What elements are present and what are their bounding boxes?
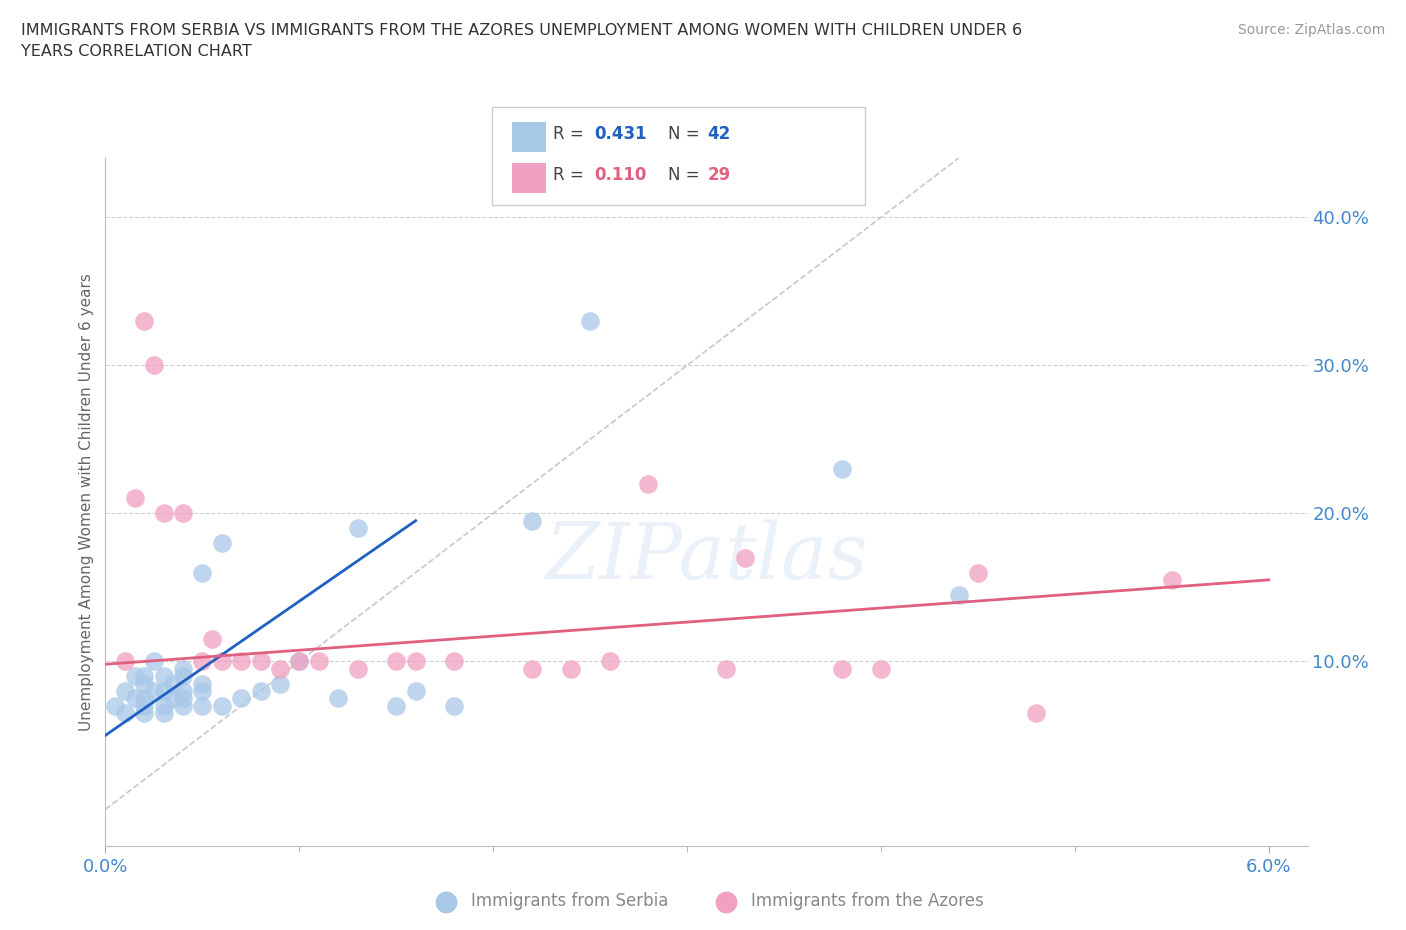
Y-axis label: Unemployment Among Women with Children Under 6 years: Unemployment Among Women with Children U… xyxy=(79,273,94,731)
Point xyxy=(191,684,214,698)
Point xyxy=(405,684,427,698)
Point xyxy=(191,565,214,580)
Text: R =: R = xyxy=(553,126,589,143)
Text: N =: N = xyxy=(668,126,704,143)
Text: ZIPatlas: ZIPatlas xyxy=(546,519,868,595)
Point xyxy=(385,698,408,713)
Point xyxy=(134,706,156,721)
Point xyxy=(269,676,291,691)
Point xyxy=(152,684,174,698)
Point xyxy=(599,654,621,669)
Text: N =: N = xyxy=(668,166,704,184)
Point xyxy=(162,691,184,706)
Point xyxy=(142,654,165,669)
Point xyxy=(114,654,136,669)
Point xyxy=(948,587,970,602)
Point xyxy=(346,521,368,536)
Point xyxy=(191,654,214,669)
Point xyxy=(172,698,194,713)
Point xyxy=(152,698,174,713)
Point xyxy=(308,654,330,669)
Text: 0.431: 0.431 xyxy=(595,126,647,143)
Point xyxy=(104,698,127,713)
Text: 0.110: 0.110 xyxy=(595,166,647,184)
Point xyxy=(152,506,174,521)
Point xyxy=(520,513,543,528)
Point xyxy=(231,691,253,706)
Point xyxy=(637,476,659,491)
Point xyxy=(134,669,156,684)
Point xyxy=(734,551,756,565)
Point xyxy=(172,506,194,521)
Point xyxy=(231,654,253,669)
Point xyxy=(142,684,165,698)
Point xyxy=(326,691,349,706)
Point xyxy=(249,654,271,669)
Point xyxy=(152,669,174,684)
Point xyxy=(191,676,214,691)
Text: Source: ZipAtlas.com: Source: ZipAtlas.com xyxy=(1237,23,1385,37)
Point xyxy=(172,691,194,706)
Point xyxy=(134,691,156,706)
Point xyxy=(172,684,194,698)
Point xyxy=(124,491,146,506)
Point xyxy=(967,565,990,580)
Point xyxy=(211,536,233,551)
Point xyxy=(520,661,543,676)
Text: IMMIGRANTS FROM SERBIA VS IMMIGRANTS FROM THE AZORES UNEMPLOYMENT AMONG WOMEN WI: IMMIGRANTS FROM SERBIA VS IMMIGRANTS FRO… xyxy=(21,23,1022,60)
Point xyxy=(443,654,465,669)
Point xyxy=(201,631,224,646)
Point xyxy=(162,676,184,691)
Point xyxy=(269,661,291,676)
Point xyxy=(385,654,408,669)
Point xyxy=(114,684,136,698)
Point xyxy=(152,706,174,721)
Text: R =: R = xyxy=(553,166,589,184)
Point xyxy=(560,661,582,676)
Point xyxy=(124,691,146,706)
Point xyxy=(249,684,271,698)
Point xyxy=(134,313,156,328)
Point xyxy=(831,661,853,676)
Point xyxy=(443,698,465,713)
Legend: Immigrants from Serbia, Immigrants from the Azores: Immigrants from Serbia, Immigrants from … xyxy=(422,885,991,917)
Point xyxy=(172,661,194,676)
Point xyxy=(346,661,368,676)
Point xyxy=(134,698,156,713)
Point xyxy=(142,358,165,373)
Point xyxy=(579,313,602,328)
Point xyxy=(114,706,136,721)
Point xyxy=(288,654,311,669)
Point xyxy=(1160,573,1182,588)
Text: 42: 42 xyxy=(707,126,731,143)
Point xyxy=(405,654,427,669)
Point xyxy=(124,669,146,684)
Point xyxy=(1025,706,1047,721)
Point xyxy=(870,661,893,676)
Point xyxy=(714,661,737,676)
Point xyxy=(211,654,233,669)
Point xyxy=(211,698,233,713)
Text: 29: 29 xyxy=(707,166,731,184)
Point xyxy=(191,698,214,713)
Point xyxy=(288,654,311,669)
Point xyxy=(831,461,853,476)
Point xyxy=(134,676,156,691)
Point xyxy=(172,669,194,684)
